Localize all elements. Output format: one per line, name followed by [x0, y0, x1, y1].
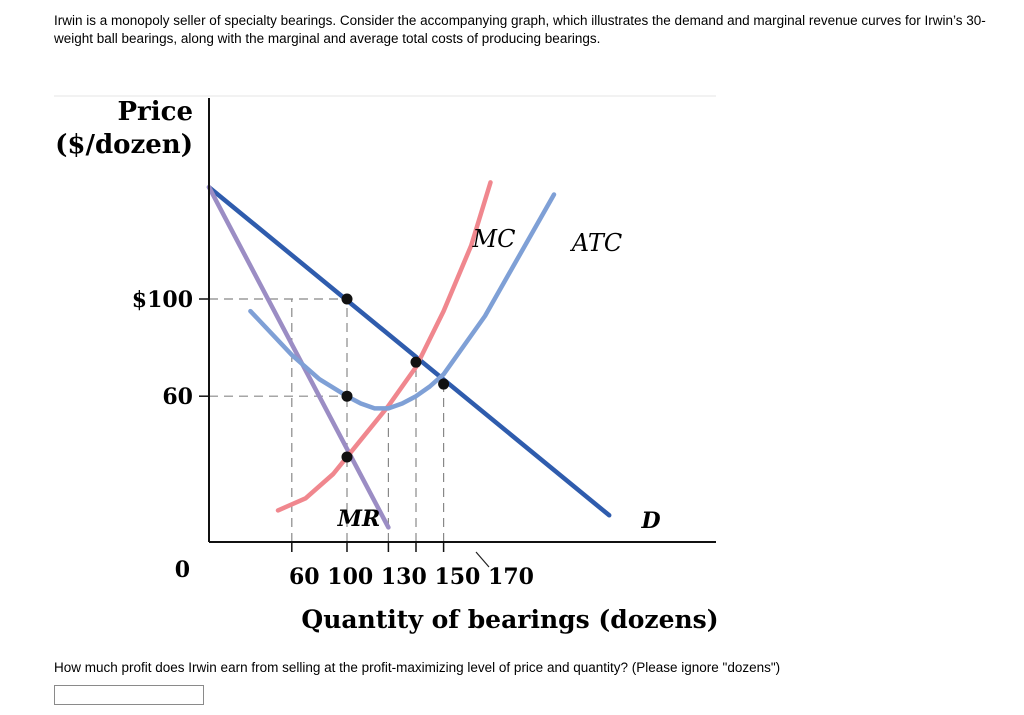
dashed-guides	[209, 298, 445, 542]
y-tick-label-60: 60	[162, 384, 193, 410]
y-tick-label-100: $100	[132, 287, 193, 313]
x-tick-labels: 60 100 130 150 170	[289, 564, 534, 590]
marked-point-4	[410, 356, 422, 368]
mr-curve-label: MR	[337, 506, 381, 532]
mc-curve-label: MC	[472, 225, 516, 253]
marked-point-1	[341, 293, 353, 305]
d-curve	[206, 184, 612, 518]
atc-curve	[248, 192, 557, 411]
tick-170-pointer	[475, 551, 490, 568]
marked-point-5	[438, 378, 450, 390]
tick-marks: $100 60 60 100 130 150 170	[132, 287, 534, 590]
question-prompt: How much profit does Irwin earn from sel…	[54, 660, 781, 675]
x-axis-label: Quantity of bearings (dozens)	[301, 605, 718, 634]
mr-curve	[206, 184, 391, 530]
marked-point-2	[341, 390, 353, 402]
y-axis-label-line2: ($/dozen)	[55, 130, 193, 160]
answer-input[interactable]	[54, 685, 204, 705]
curves	[206, 180, 612, 530]
y-axis-label-line1: Price	[118, 97, 194, 127]
monopoly-chart: $100 60 60 100 130 150 170 Price ($/dozen)…	[0, 90, 730, 640]
chart-svg: $100 60 60 100 130 150 170 Price ($/dozen)…	[54, 95, 719, 634]
demand-curve-label: D	[640, 508, 660, 534]
marked-points	[341, 293, 450, 463]
axes	[208, 98, 716, 543]
question-intro: Irwin is a monopoly seller of specialty …	[54, 13, 986, 46]
origin-label: 0	[175, 557, 190, 583]
mc-curve	[275, 180, 493, 513]
marked-point-3	[341, 451, 353, 463]
atc-curve-label: ATC	[570, 229, 622, 257]
chart-labels: Price ($/dozen) 0 Quantity of bearings (…	[55, 97, 718, 634]
